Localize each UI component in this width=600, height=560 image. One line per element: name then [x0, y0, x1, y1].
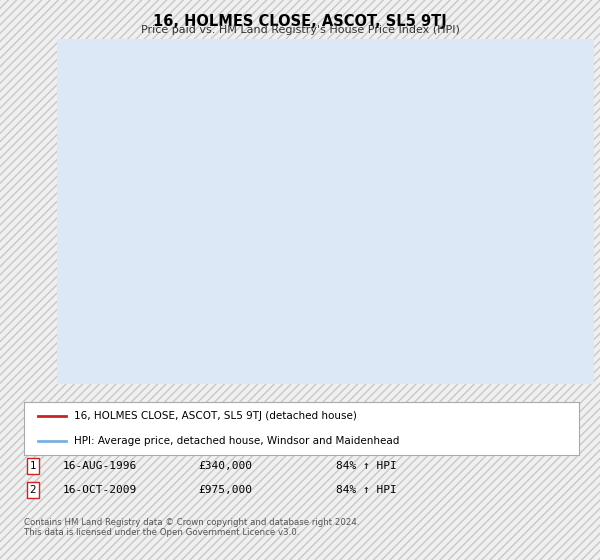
Point: [324, 226, 334, 235]
Text: 84% ↑ HPI: 84% ↑ HPI: [336, 461, 397, 471]
Text: £975,000: £975,000: [198, 485, 252, 495]
Text: 16, HOLMES CLOSE, ASCOT, SL5 9TJ: 16, HOLMES CLOSE, ASCOT, SL5 9TJ: [153, 14, 447, 29]
Text: 16, HOLMES CLOSE, ASCOT, SL5 9TJ (detached house): 16, HOLMES CLOSE, ASCOT, SL5 9TJ (detach…: [74, 412, 357, 422]
Text: 16-AUG-1996: 16-AUG-1996: [63, 461, 137, 471]
Bar: [57, 39, 594, 384]
Text: 16-OCT-2009: 16-OCT-2009: [63, 485, 137, 495]
Text: 84% ↑ HPI: 84% ↑ HPI: [336, 485, 397, 495]
Text: HPI: Average price, detached house, Windsor and Maidenhead: HPI: Average price, detached house, Wind…: [74, 436, 400, 446]
Text: 2: 2: [29, 485, 37, 495]
Text: Contains HM Land Registry data © Crown copyright and database right 2024.
This d: Contains HM Land Registry data © Crown c…: [24, 518, 359, 538]
Text: Price paid vs. HM Land Registry's House Price Index (HPI): Price paid vs. HM Land Registry's House …: [140, 25, 460, 35]
Text: 2: 2: [325, 41, 332, 52]
Text: 1: 1: [29, 461, 37, 471]
Text: £340,000: £340,000: [198, 461, 252, 471]
Point: [101, 326, 111, 335]
Text: 1: 1: [103, 41, 110, 52]
